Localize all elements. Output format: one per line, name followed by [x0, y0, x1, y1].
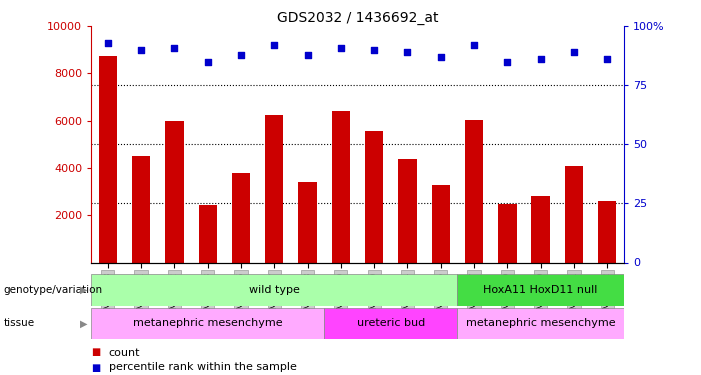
Point	[435, 54, 447, 60]
Text: metanephric mesenchyme: metanephric mesenchyme	[466, 318, 615, 328]
Point	[569, 49, 580, 55]
Bar	[198, 205, 217, 262]
Text: wild type: wild type	[249, 285, 300, 295]
Point	[169, 45, 180, 51]
Point	[402, 49, 413, 55]
Point	[601, 56, 613, 62]
Text: HoxA11 HoxD11 null: HoxA11 HoxD11 null	[484, 285, 598, 295]
Text: count: count	[109, 348, 140, 357]
Text: ureteric bud: ureteric bud	[357, 318, 425, 328]
Bar	[165, 121, 184, 262]
Title: GDS2032 / 1436692_at: GDS2032 / 1436692_at	[277, 11, 438, 25]
Bar	[324, 308, 457, 339]
Point	[236, 52, 247, 58]
Text: ▶: ▶	[80, 318, 88, 328]
Bar	[465, 120, 483, 262]
Bar	[365, 131, 383, 262]
Bar	[398, 159, 416, 262]
Text: ■: ■	[91, 363, 100, 372]
Point	[502, 58, 513, 64]
Bar	[432, 185, 450, 262]
Bar	[299, 182, 317, 262]
Bar	[457, 274, 624, 306]
Point	[302, 52, 313, 58]
Point	[135, 47, 147, 53]
Text: tissue: tissue	[4, 318, 34, 328]
Bar	[99, 56, 117, 262]
Text: ▶: ▶	[80, 285, 88, 295]
Point	[335, 45, 346, 51]
Bar	[498, 204, 517, 262]
Bar	[91, 274, 457, 306]
Bar	[132, 156, 150, 262]
Bar	[457, 308, 624, 339]
Bar	[232, 173, 250, 262]
Point	[468, 42, 479, 48]
Text: genotype/variation: genotype/variation	[4, 285, 102, 295]
Text: ■: ■	[91, 348, 100, 357]
Text: metanephric mesenchyme: metanephric mesenchyme	[133, 318, 283, 328]
Point	[102, 40, 114, 46]
Point	[369, 47, 380, 53]
Point	[202, 58, 213, 64]
Bar	[531, 196, 550, 262]
Bar	[565, 166, 583, 262]
Text: percentile rank within the sample: percentile rank within the sample	[109, 363, 297, 372]
Bar	[265, 115, 283, 262]
Point	[535, 56, 546, 62]
Bar	[91, 308, 324, 339]
Point	[268, 42, 280, 48]
Bar	[598, 201, 616, 262]
Bar	[332, 111, 350, 262]
